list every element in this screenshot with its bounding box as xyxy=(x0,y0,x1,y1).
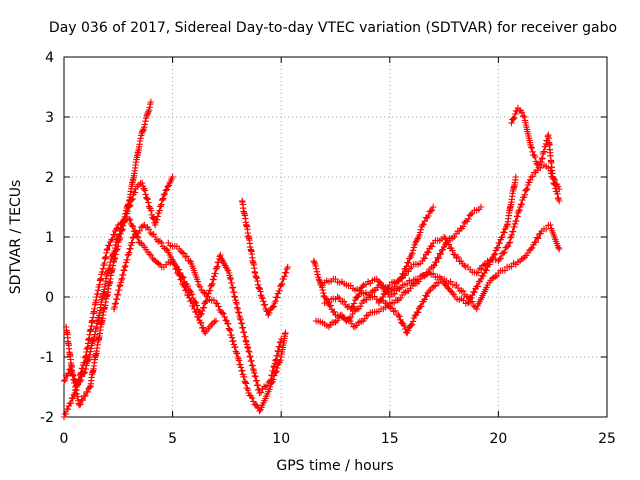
x-tick-label: 20 xyxy=(489,431,507,447)
y-tick-label: -1 xyxy=(40,350,54,366)
series-marks xyxy=(238,197,291,319)
series-marks xyxy=(110,221,285,397)
y-tick-label: 2 xyxy=(45,170,54,186)
grid-lines xyxy=(64,57,607,417)
y-axis-label: SDTVAR / TECUs xyxy=(8,180,24,295)
series-track-3 xyxy=(60,215,220,421)
chart-title: Day 036 of 2017, Sidereal Day-to-day VTE… xyxy=(49,20,617,36)
y-tick-label: -2 xyxy=(40,410,54,426)
data-points xyxy=(60,98,563,421)
series-marks xyxy=(312,203,485,331)
series-marks xyxy=(60,215,220,421)
series-marks xyxy=(375,161,563,307)
x-tick-labels: 0 5 10 15 20 25 xyxy=(60,431,616,447)
y-tick-label: 1 xyxy=(45,230,54,246)
series-marks xyxy=(317,173,519,337)
series-track-12 xyxy=(508,104,563,193)
x-tick-label: 0 xyxy=(60,431,69,447)
series-track-4 xyxy=(110,221,285,397)
x-tick-label: 25 xyxy=(598,431,616,447)
plot-frame xyxy=(63,56,608,418)
series-track-11 xyxy=(375,161,563,307)
series-track-6 xyxy=(238,197,291,319)
series-track-5 xyxy=(165,239,289,415)
series-marks xyxy=(508,104,563,193)
y-tick-labels: -2 -1 0 1 2 3 4 xyxy=(40,50,54,426)
x-tick-label: 15 xyxy=(381,431,399,447)
series-marks xyxy=(165,239,289,415)
y-tick-label: 3 xyxy=(45,110,54,126)
y-tick-label: 4 xyxy=(45,50,54,66)
series-marks xyxy=(321,221,563,313)
x-axis-label: GPS time / hours xyxy=(276,458,393,474)
y-tick-label: 0 xyxy=(45,290,54,306)
axis-ticks xyxy=(63,56,608,418)
x-tick-label: 10 xyxy=(272,431,290,447)
series-track-9 xyxy=(317,173,519,337)
x-tick-label: 5 xyxy=(168,431,177,447)
series-track-10 xyxy=(321,221,563,313)
series-track-8 xyxy=(312,203,485,331)
